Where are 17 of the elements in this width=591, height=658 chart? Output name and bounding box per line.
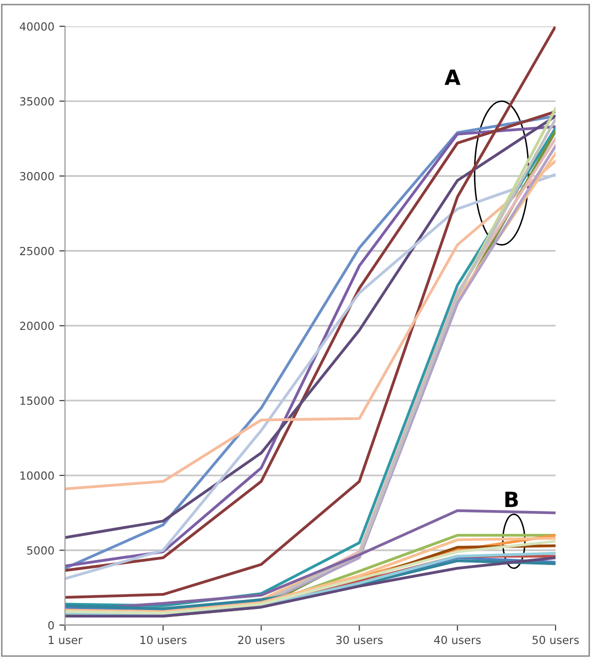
y-tick-label: 30000 <box>20 172 54 180</box>
x-tick-label: 1 user <box>48 636 82 644</box>
y-tick-label: 20000 <box>20 322 54 330</box>
x-tick-label: 40 users <box>434 636 481 644</box>
y-tick-label: 25000 <box>20 246 54 256</box>
annotation: B <box>505 492 518 507</box>
x-tick-label: 10 users <box>140 636 186 644</box>
annotation: A <box>444 70 460 85</box>
y-tick-label: 35000 <box>20 97 54 106</box>
x-tick-label: 20 users <box>238 636 285 644</box>
y-tick-label: 0 <box>48 621 54 630</box>
y-tick-label: 5000 <box>27 546 54 555</box>
x-tick-label: 30 users <box>336 636 383 644</box>
y-tick-label: 10000 <box>20 471 54 480</box>
x-tick-label: 50 users <box>532 636 579 644</box>
y-tick-label: 40000 <box>20 22 54 31</box>
y-tick-label: 15000 <box>20 396 54 405</box>
